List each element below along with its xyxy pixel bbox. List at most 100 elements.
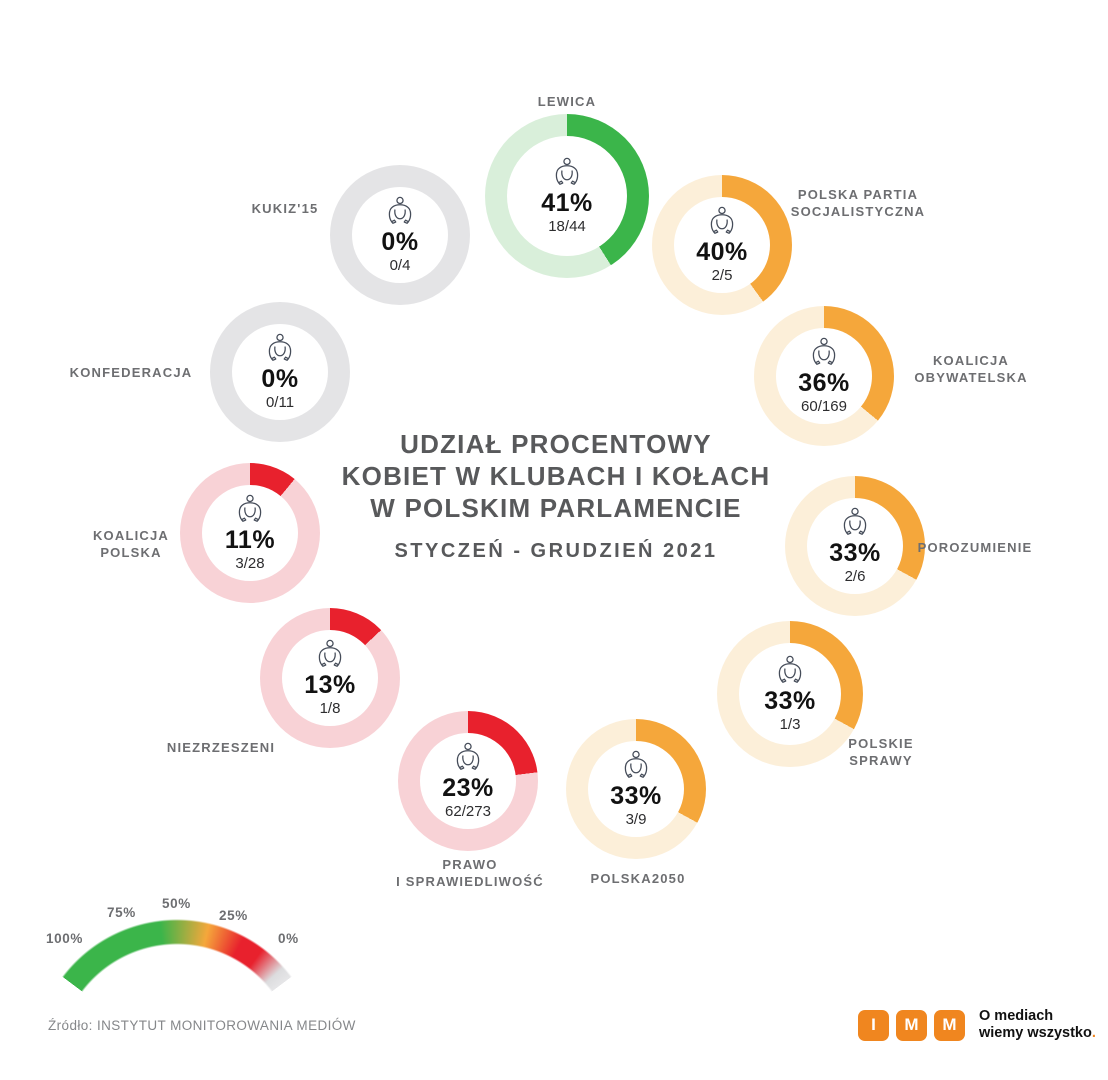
percent-value: 33% [829, 538, 881, 567]
chart-title-line3: W POLSKIM PARLAMENCIE [370, 493, 742, 523]
percent-value: 40% [696, 237, 748, 266]
imm-tagline-line1: O mediach [979, 1008, 1054, 1024]
party-label-line: KONFEDERACJA [69, 365, 193, 380]
source-text: Źródło: INSTYTUT MONITOROWANIA MEDIÓW [48, 1018, 356, 1033]
party-label-line: POLSKA [100, 545, 162, 560]
donut-konfederacja: 0% 0/11 [210, 302, 350, 442]
donut-porozumienie: 33% 2/6 [785, 476, 925, 616]
party-label-line: I SPRAWIEDLIWOŚĆ [396, 874, 544, 889]
donut-center: 0% 0/4 [352, 187, 448, 283]
party-label-line: SPRAWY [849, 753, 913, 768]
ratio-value: 2/6 [844, 567, 866, 585]
donut-polskie-sprawy: 33% 1/3 [717, 621, 863, 767]
party-label-pis: PRAWO I SPRAWIEDLIWOŚĆ [396, 856, 544, 890]
woman-icon [778, 655, 802, 683]
percent-value: 23% [442, 773, 494, 802]
donut-center: 13% 1/8 [282, 630, 378, 726]
woman-icon [555, 157, 579, 185]
party-label-niezrzeszeni: NIEZRZESZENI [167, 739, 275, 756]
chart-title-line2: KOBIET W KLUBACH I KOŁACH [341, 461, 771, 491]
donut-polska2050: 33% 3/9 [566, 719, 706, 859]
party-label-line: SOCJALISTYCZNA [790, 204, 926, 219]
party-label-line: KOALICJA [932, 353, 1010, 368]
imm-logo-letter-m2: M [934, 1009, 965, 1041]
party-label-line: POLSKA2050 [590, 871, 686, 886]
donut-center: 41% 18/44 [507, 136, 627, 256]
donut-pis: 23% 62/273 [398, 711, 538, 851]
percent-value: 36% [798, 368, 850, 397]
imm-tagline-line2: wiemy wszystko. [979, 1025, 1096, 1041]
percent-value: 0% [381, 227, 419, 256]
legend-label-50: 50% [162, 896, 191, 911]
ratio-value: 18/44 [548, 217, 586, 235]
legend-label-25: 25% [219, 908, 248, 923]
chart-subtitle: STYCZEŃ - GRUDZIEŃ 2021 [394, 540, 718, 562]
ratio-value: 1/8 [319, 699, 341, 717]
donut-center: 33% 2/6 [807, 498, 903, 594]
chart-title-block: UDZIAŁ PROCENTOWY KOBIET W KLUBACH I KOŁ… [296, 428, 816, 563]
party-label-porozumienie: POROZUMIENIE [918, 539, 1033, 556]
ratio-value: 0/4 [389, 256, 411, 274]
legend-label-100: 100% [46, 931, 83, 946]
party-label-pps: POLSKA PARTIA SOCJALISTYCZNA [791, 186, 926, 220]
party-label-polska2050: POLSKA2050 [590, 870, 685, 887]
ratio-value: 60/169 [801, 397, 847, 415]
party-label-kukiz15: KUKIZ'15 [252, 200, 319, 217]
party-label-line: PRAWO [442, 857, 498, 872]
party-label-ko: KOALICJA OBYWATELSKA [914, 352, 1027, 386]
woman-icon [456, 742, 480, 770]
ratio-value: 62/273 [445, 802, 491, 820]
woman-icon [710, 206, 734, 234]
ratio-value: 1/3 [779, 715, 801, 733]
party-label-line: OBYWATELSKA [914, 370, 1028, 385]
percent-value: 33% [764, 686, 816, 715]
woman-icon [318, 639, 342, 667]
percent-value: 11% [224, 525, 276, 554]
party-label-line: KUKIZ'15 [251, 201, 319, 216]
donut-niezrzeszeni: 13% 1/8 [260, 608, 400, 748]
imm-tagline-dot: . [1091, 1025, 1096, 1041]
donut-kukiz15: 0% 0/4 [330, 165, 470, 305]
ratio-value: 3/28 [235, 554, 265, 572]
donut-center: 33% 1/3 [739, 643, 841, 745]
donut-center: 33% 3/9 [588, 741, 684, 837]
donut-lewica: 41% 18/44 [485, 114, 649, 278]
party-label-line: POROZUMIENIE [917, 540, 1033, 555]
woman-icon [268, 333, 292, 361]
woman-icon [388, 196, 412, 224]
percent-value: 41% [541, 188, 593, 217]
percent-value: 33% [610, 781, 662, 810]
woman-icon [812, 337, 836, 365]
party-label-polskie-sprawy: POLSKIE SPRAWY [848, 735, 913, 769]
woman-icon [624, 750, 648, 778]
party-label-line: LEWICA [537, 94, 597, 109]
donut-center: 40% 2/5 [674, 197, 770, 293]
party-label-line: POLSKA PARTIA [797, 187, 919, 202]
donut-center: 0% 0/11 [232, 324, 328, 420]
percent-value: 0% [261, 364, 299, 393]
ratio-value: 3/9 [625, 810, 647, 828]
party-label-line: POLSKIE [848, 736, 914, 751]
party-label-kp: KOALICJA POLSKA [93, 527, 169, 561]
imm-tagline: O mediach wiemy wszystko. [979, 1008, 1096, 1042]
donut-pps: 40% 2/5 [652, 175, 792, 315]
ratio-value: 2/5 [711, 266, 733, 284]
party-label-konfederacja: KONFEDERACJA [70, 364, 193, 381]
chart-title-line1: UDZIAŁ PROCENTOWY [400, 429, 712, 459]
donut-ko: 36% 60/169 [754, 306, 894, 446]
party-label-lewica: LEWICA [538, 93, 596, 110]
ratio-value: 0/11 [265, 393, 295, 411]
percent-value: 13% [304, 670, 356, 699]
imm-logo: I M M O mediach wiemy wszystko. [858, 1008, 1096, 1042]
woman-icon [843, 507, 867, 535]
imm-logo-squares: I M M [858, 1009, 965, 1041]
donut-center: 23% 62/273 [420, 733, 516, 829]
gradient-arc [32, 918, 322, 1080]
donut-kp: 11% 3/28 [180, 463, 320, 603]
party-label-line: KOALICJA [92, 528, 170, 543]
woman-icon [238, 494, 262, 522]
party-label-line: NIEZRZESZENI [166, 740, 276, 755]
donut-center: 11% 3/28 [202, 485, 298, 581]
imm-logo-letter-i: I [858, 1009, 889, 1041]
